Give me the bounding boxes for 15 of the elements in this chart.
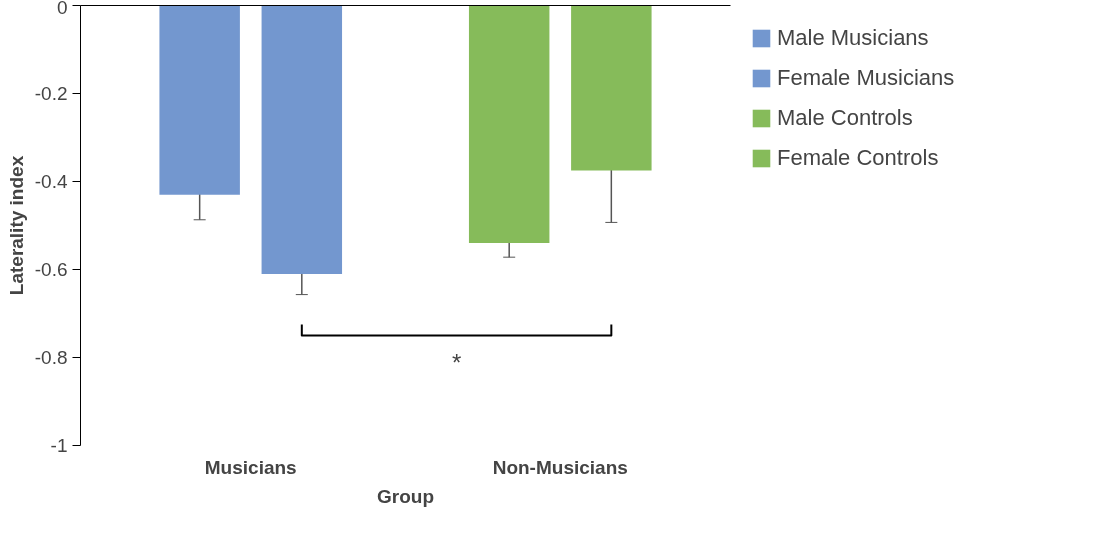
- y-tick-label: -0.6: [34, 259, 68, 280]
- y-tick-label: -0.8: [34, 347, 68, 368]
- x-axis-title: Group: [377, 485, 434, 507]
- y-tick-label: -0.2: [34, 83, 68, 104]
- annotation: *: [451, 348, 462, 376]
- y-axis-title: Laterality index: [5, 155, 27, 296]
- legend-label: Female Controls: [777, 145, 939, 171]
- legend-label: Female Musicians: [777, 65, 955, 91]
- x-tick-label: Non-Musicians: [492, 456, 628, 478]
- x-tick-label: Musicians: [204, 456, 297, 478]
- y-tick-label: -1: [50, 435, 68, 456]
- legend-label: Male Musicians: [777, 25, 929, 51]
- y-tick-label: 0: [56, 0, 68, 18]
- y-tick-label: -0.4: [34, 171, 68, 192]
- legend-label: Male Controls: [777, 105, 913, 131]
